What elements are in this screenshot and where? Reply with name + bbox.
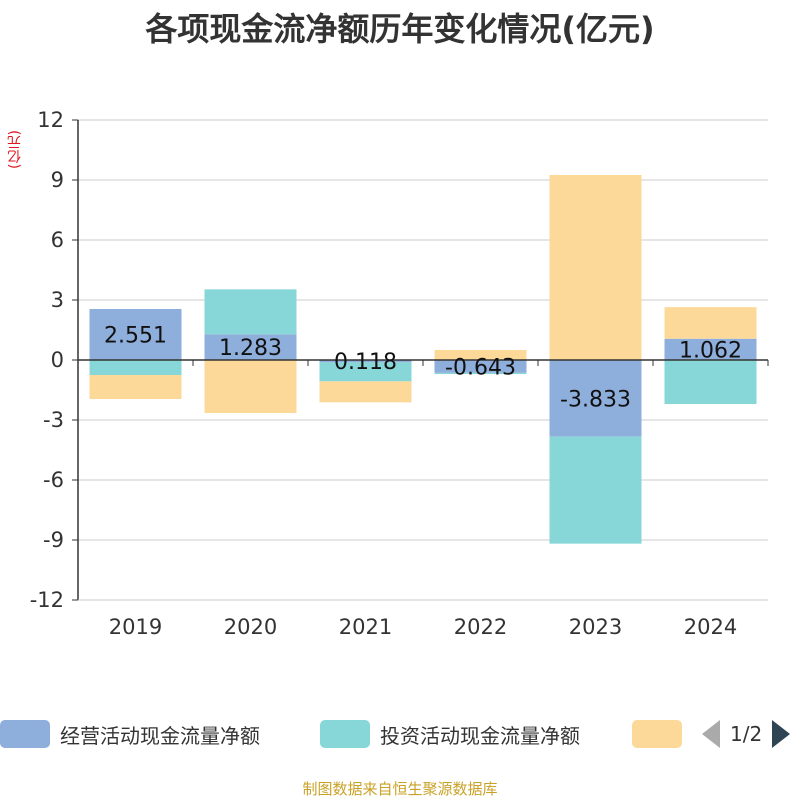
chart-title: 各项现金流净额历年变化情况(亿元) xyxy=(145,10,655,48)
x-tick-label: 2022 xyxy=(454,615,507,639)
legend-label-operating: 经营活动现金流量净额 xyxy=(60,723,260,748)
next-page-icon[interactable] xyxy=(772,720,791,748)
bar-series0-2022[interactable] xyxy=(434,360,527,373)
y-tick-label: -3 xyxy=(43,408,64,432)
x-tick-label: 2023 xyxy=(569,615,622,639)
x-tick-label: 2024 xyxy=(684,615,737,639)
bar-series1-2024[interactable] xyxy=(664,360,757,404)
bar-series2-2024[interactable] xyxy=(664,307,757,339)
bar-series2-2020[interactable] xyxy=(204,360,297,413)
data-label: 1.062 xyxy=(679,338,742,363)
data-label: 2.551 xyxy=(104,323,167,348)
data-source-footer: 制图数据来自恒生聚源数据库 xyxy=(302,780,498,798)
bar-series2-2019[interactable] xyxy=(89,375,182,399)
x-tick-label: 2019 xyxy=(109,615,162,639)
data-label: 0.118 xyxy=(334,350,397,375)
prev-page-icon[interactable] xyxy=(702,720,720,748)
legend: 经营活动现金流量净额 投资活动现金流量净额 1/2 xyxy=(0,712,800,756)
y-tick-label: -6 xyxy=(43,468,64,492)
legend-item-financing[interactable] xyxy=(632,720,682,748)
y-tick-label: 0 xyxy=(51,348,64,372)
y-tick-label: -9 xyxy=(43,528,64,552)
y-tick-label: 12 xyxy=(37,108,64,132)
y-tick-label: 3 xyxy=(51,288,64,312)
legend-pager: 1/2 xyxy=(702,720,791,748)
data-label: -3.833 xyxy=(560,387,631,412)
data-label: -0.643 xyxy=(445,355,516,380)
y-tick-label: 9 xyxy=(51,168,64,192)
bar-series1-2023[interactable] xyxy=(549,436,642,544)
bar-series0-2021[interactable] xyxy=(319,360,412,363)
bar-series0-2020[interactable] xyxy=(204,334,297,360)
bar-series0-2019[interactable] xyxy=(89,308,182,360)
bar-series2-2023[interactable] xyxy=(549,175,642,360)
bar-series1-2022[interactable] xyxy=(434,372,527,375)
legend-swatch-investing xyxy=(320,720,370,748)
legend-label-investing: 投资活动现金流量净额 xyxy=(380,723,580,748)
bar-series1-2020[interactable] xyxy=(204,289,297,335)
legend-item-operating[interactable]: 经营活动现金流量净额 xyxy=(0,720,260,748)
legend-item-investing[interactable]: 投资活动现金流量净额 xyxy=(320,720,580,748)
cashflow-chart: 12 9 6 3 0 -3 -6 -9 -12 2019 2020 2021 2022 2023 2024 2… xyxy=(30,108,769,639)
bar-series0-2023[interactable] xyxy=(549,360,642,437)
page-indicator: 1/2 xyxy=(730,722,763,746)
bar-series0-2024[interactable] xyxy=(664,338,757,360)
y-tick-label: 6 xyxy=(51,228,64,252)
x-tick-label: 2020 xyxy=(224,615,277,639)
legend-swatch-financing xyxy=(632,720,682,748)
y-tick-label: -12 xyxy=(30,588,64,612)
legend-swatch-operating xyxy=(0,720,50,748)
x-tick-label: 2021 xyxy=(339,615,392,639)
bar-series2-2022[interactable] xyxy=(434,350,527,360)
bar-series1-2021[interactable] xyxy=(319,362,412,382)
bar-series1-2019[interactable] xyxy=(89,360,182,375)
data-label: 1.283 xyxy=(219,336,282,361)
bar-series2-2021[interactable] xyxy=(319,381,412,403)
